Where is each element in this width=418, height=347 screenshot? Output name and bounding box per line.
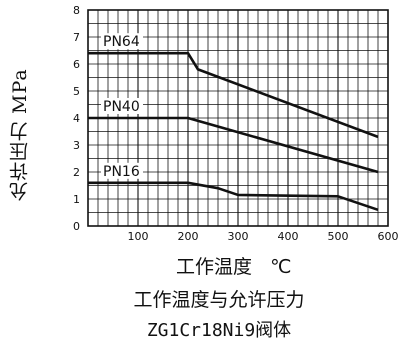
- x-tick-label: 300: [228, 230, 249, 243]
- y-tick-label: 4: [73, 112, 80, 125]
- series-line: [88, 181, 379, 212]
- series-label: PN16: [103, 164, 140, 180]
- y-tick-label: 5: [73, 85, 80, 98]
- grid: [88, 10, 388, 226]
- y-tick-label: 2: [73, 166, 80, 179]
- x-tick-label: 500: [328, 230, 349, 243]
- y-tick-label: 1: [73, 193, 80, 206]
- y-tick-label: 0: [73, 220, 80, 233]
- series-line: [88, 51, 379, 139]
- series-label-bg: [101, 33, 143, 50]
- series-lines: [88, 51, 379, 212]
- y-axis-label: 允许压力 MPa: [9, 68, 31, 202]
- chart-subtitle: ZG1Cr18Ni9阀体: [146, 320, 292, 341]
- y-tick-label: 7: [73, 31, 80, 44]
- tick-labels: 0 1 2 3 4 5 6 7 8 100 200 300 400 500 600: [73, 4, 399, 243]
- y-tick-label: 8: [73, 4, 80, 17]
- series-label: PN40: [103, 99, 140, 115]
- x-tick-label: 600: [378, 230, 399, 243]
- series-label-bg: [101, 162, 143, 179]
- series-label-bg: [101, 98, 143, 114]
- x-tick-label: 100: [128, 230, 149, 243]
- x-tick-label: 400: [278, 230, 299, 243]
- y-tick-label: 6: [73, 58, 80, 71]
- series-line: [88, 116, 379, 174]
- x-tick-label: 200: [178, 230, 199, 243]
- x-axis-label: 工作温度 ℃: [176, 256, 292, 278]
- series-labels: PN64 PN40 PN16: [101, 33, 143, 180]
- chart-title: 工作温度与允许压力: [133, 289, 305, 311]
- series-label: PN64: [103, 34, 140, 50]
- y-tick-label: 3: [73, 139, 80, 152]
